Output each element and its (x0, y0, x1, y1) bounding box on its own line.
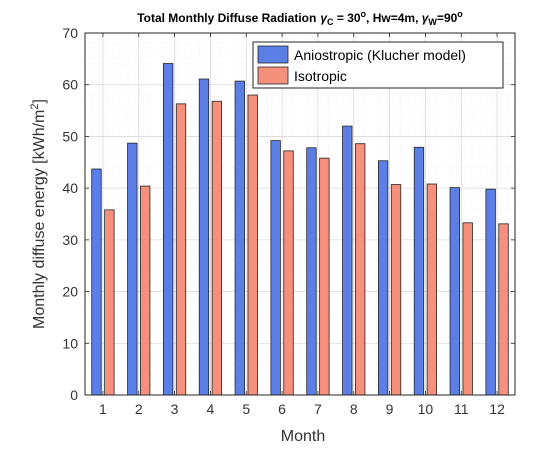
y-tick-label: 60 (62, 77, 78, 93)
y-tick-label: 50 (62, 128, 78, 144)
x-tick-label: 6 (278, 401, 286, 417)
bar-anisotropic-month-5 (234, 80, 245, 396)
bar-anisotropic-month-12 (485, 188, 496, 396)
bar-isotropic-month-5 (247, 94, 258, 396)
bar-anisotropic-month-6 (270, 140, 281, 396)
bar-isotropic-month-8 (355, 143, 366, 396)
x-tick-label: 3 (171, 401, 179, 417)
bar-isotropic-month-1 (104, 209, 115, 396)
chart-title: Total Monthly Diffuse Radiation γC = 30o,… (137, 9, 463, 27)
legend-swatch-anisotropic (257, 45, 289, 64)
bar-isotropic-month-6 (283, 150, 294, 396)
bar-isotropic-month-10 (426, 183, 438, 396)
x-tick-label: 1 (99, 401, 107, 417)
y-tick-label: 40 (62, 180, 78, 196)
x-tick-label: 12 (489, 401, 505, 417)
y-tick-label: 30 (62, 232, 78, 248)
x-tick-label: 4 (207, 401, 215, 417)
bar-isotropic-month-9 (390, 184, 402, 396)
y-tick-label: 70 (62, 25, 78, 41)
legend-label-anisotropic: Aniostropic (Klucher model) (294, 47, 466, 63)
x-tick-label: 5 (242, 401, 250, 417)
x-axis-label: Month (281, 428, 325, 445)
x-tick-label: 2 (135, 401, 143, 417)
bar-anisotropic-month-11 (449, 187, 460, 396)
y-tick-label: 0 (70, 387, 78, 403)
legend-swatch-isotropic (257, 66, 289, 85)
bar-isotropic-month-12 (498, 223, 509, 396)
legend-box (252, 41, 504, 89)
legend: Aniostropic (Klucher model) Isotropic (252, 41, 504, 89)
bar-anisotropic-month-7 (306, 147, 317, 396)
bar-isotropic-month-11 (462, 222, 473, 396)
bar-anisotropic-month-8 (342, 125, 353, 396)
bar-anisotropic-month-2 (127, 142, 138, 396)
y-axis-label: Monthly diffuse energy [kWh/m2] (29, 99, 48, 329)
bar-anisotropic-month-4 (198, 78, 210, 396)
x-tick-label: 7 (314, 401, 322, 417)
bar-isotropic-month-4 (211, 100, 223, 396)
y-axis-ticks: 0 10 20 30 40 50 60 70 (62, 25, 515, 403)
plot-border (84, 32, 516, 396)
bar-anisotropic-month-1 (91, 168, 102, 396)
x-tick-label: 11 (454, 401, 469, 417)
x-axis-ticks: 1 2 3 4 5 6 7 8 9 10 11 12 (99, 33, 505, 417)
x-tick-label: 9 (386, 401, 394, 417)
bar-isotropic-month-2 (140, 185, 151, 396)
x-tick-label: 8 (350, 401, 358, 417)
y-tick-label: 20 (62, 284, 78, 300)
bar-anisotropic-month-3 (162, 63, 174, 396)
bar-isotropic-month-7 (319, 157, 330, 396)
x-tick-label: 10 (418, 401, 434, 417)
bar-anisotropic-month-9 (377, 160, 389, 396)
bar-anisotropic-month-10 (413, 146, 425, 396)
plot-background (85, 33, 515, 395)
bar-isotropic-month-3 (175, 103, 187, 396)
y-tick-label: 10 (62, 335, 78, 351)
legend-label-isotropic: Isotropic (294, 68, 347, 84)
